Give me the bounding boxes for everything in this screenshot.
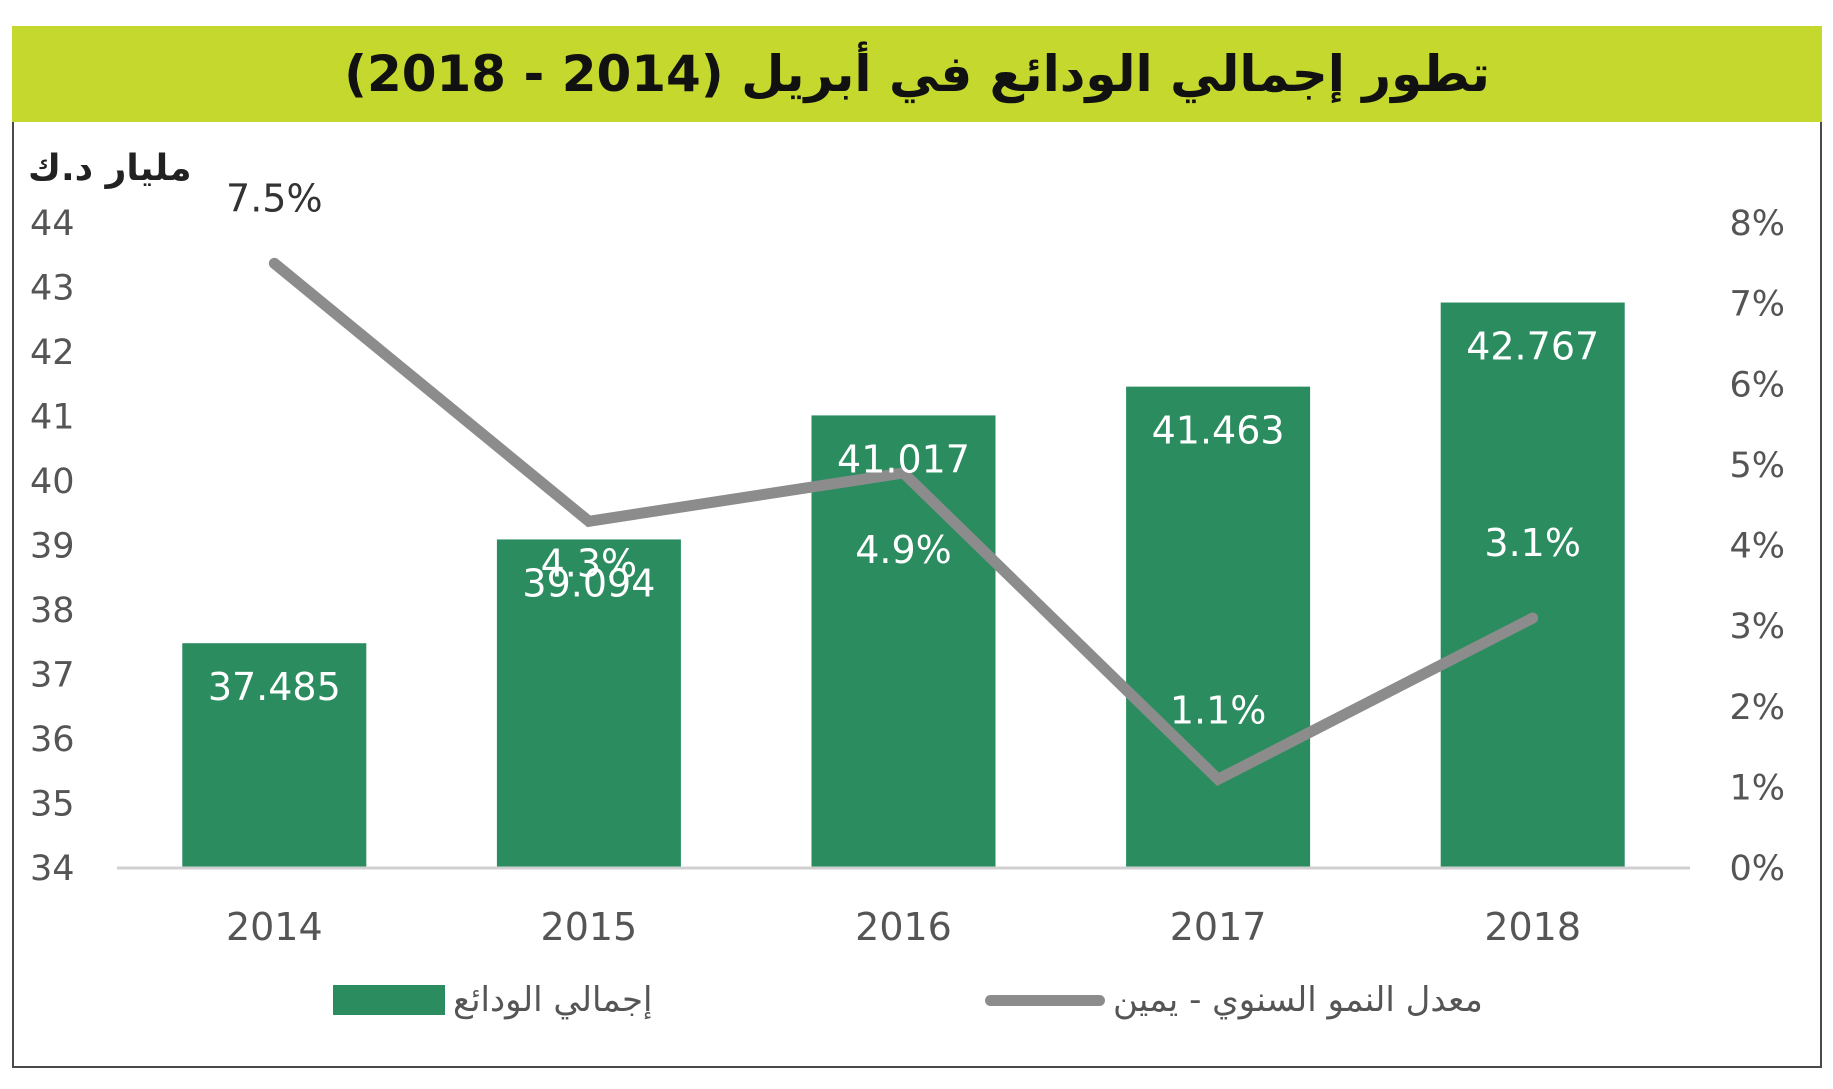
x-tick-label: 2015 bbox=[541, 905, 638, 949]
growth-value-label: 7.5% bbox=[226, 176, 323, 220]
bar-value-label: 42.767 bbox=[1466, 325, 1599, 369]
y-left-tick-label: 35 bbox=[30, 785, 75, 825]
title-bar: تطور إجمالي الودائع في أبريل (2014 - 201… bbox=[12, 26, 1822, 122]
growth-point-2017 bbox=[1217, 778, 1220, 781]
legend-item-growth: معدل النمو السنوي - يمين bbox=[985, 980, 1491, 1020]
y-right-tick-label: 4% bbox=[1729, 527, 1785, 567]
x-tick-label: 2018 bbox=[1484, 905, 1581, 949]
y-left-tick-label: 34 bbox=[30, 849, 75, 889]
bar-2015 bbox=[496, 539, 681, 868]
growth-point-2014 bbox=[273, 262, 276, 265]
growth-point-2015 bbox=[587, 520, 590, 523]
legend-label-deposits: إجمالي الودائع bbox=[453, 980, 653, 1020]
y-left-unit-label: مليار د.ك bbox=[28, 148, 192, 189]
bar-value-label: 41.017 bbox=[837, 437, 970, 481]
growth-value-label: 4.9% bbox=[855, 528, 952, 572]
y-left-tick-label: 42 bbox=[30, 333, 75, 373]
bar-2018 bbox=[1440, 302, 1625, 868]
y-left-tick-label: 44 bbox=[30, 204, 75, 244]
growth-value-label: 4.3% bbox=[541, 541, 638, 585]
bar-value-label: 39.094 bbox=[522, 561, 655, 605]
growth-value-label: 1.1% bbox=[1170, 688, 1267, 732]
y-right-tick-label: 3% bbox=[1729, 607, 1785, 647]
y-right-tick-label: 2% bbox=[1729, 688, 1785, 728]
growth-point-2018 bbox=[1531, 617, 1534, 620]
x-tick-label: 2017 bbox=[1170, 905, 1267, 949]
y-right-tick-label: 7% bbox=[1729, 285, 1785, 325]
y-right-tick-label: 6% bbox=[1729, 365, 1785, 405]
y-left-tick-label: 43 bbox=[30, 269, 75, 309]
x-tick-label: 2014 bbox=[226, 905, 323, 949]
growth-value-label: 3.1% bbox=[1484, 521, 1581, 565]
y-left-tick-label: 37 bbox=[30, 656, 75, 696]
legend: معدل النمو السنوي - يمين إجمالي الودائع bbox=[0, 980, 1833, 1040]
legend-item-deposits: إجمالي الودائع bbox=[333, 980, 661, 1020]
bar-value-label: 37.485 bbox=[208, 665, 341, 709]
bar-2016 bbox=[811, 415, 996, 868]
bar-2014 bbox=[182, 643, 367, 868]
growth-point-2016 bbox=[902, 471, 905, 474]
legend-bar-swatch bbox=[333, 985, 445, 1015]
bar-2017 bbox=[1126, 386, 1311, 868]
y-left-tick-label: 36 bbox=[30, 720, 75, 760]
y-left-tick-label: 41 bbox=[30, 398, 75, 438]
y-right-tick-label: 8% bbox=[1729, 204, 1785, 244]
y-left-tick-label: 38 bbox=[30, 591, 75, 631]
bar-value-label: 41.463 bbox=[1152, 409, 1285, 453]
y-left-tick-label: 39 bbox=[30, 527, 75, 567]
legend-line-swatch bbox=[985, 994, 1105, 1006]
chart-title: تطور إجمالي الودائع في أبريل (2014 - 201… bbox=[344, 45, 1490, 103]
legend-label-growth: معدل النمو السنوي - يمين bbox=[1113, 980, 1483, 1020]
y-right-tick-label: 0% bbox=[1729, 849, 1785, 889]
x-tick-label: 2016 bbox=[855, 905, 952, 949]
y-left-tick-label: 40 bbox=[30, 462, 75, 502]
y-right-tick-label: 1% bbox=[1729, 768, 1785, 808]
y-right-tick-label: 5% bbox=[1729, 446, 1785, 486]
